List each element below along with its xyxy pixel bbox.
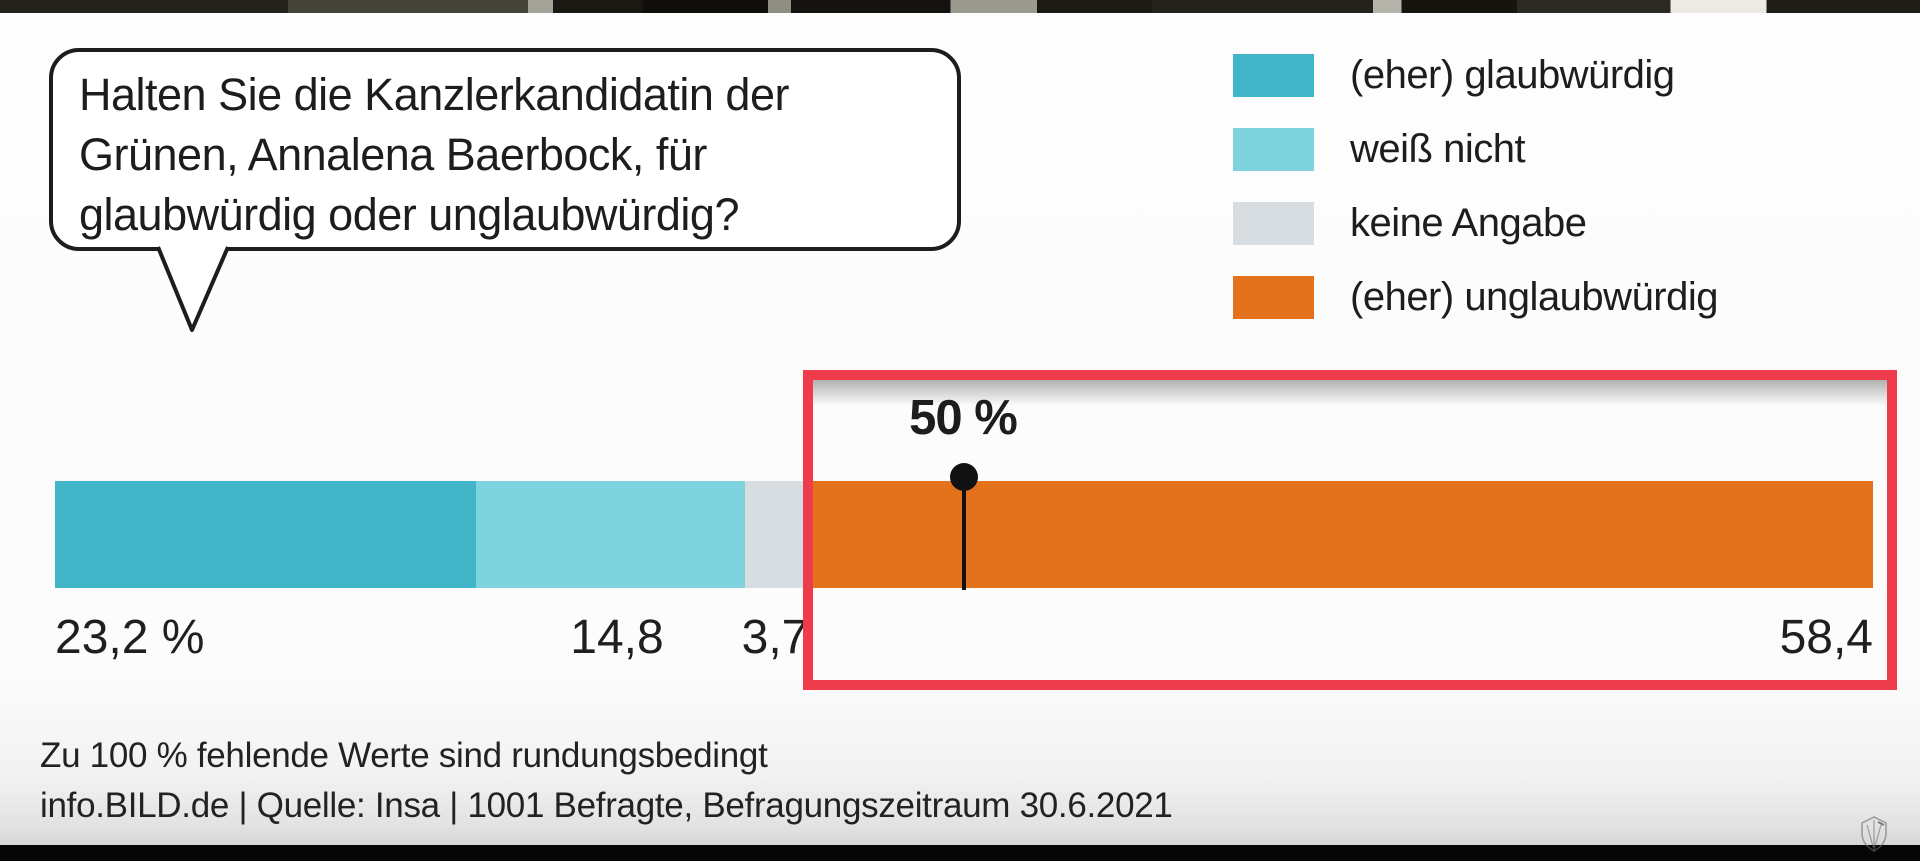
highlight-box xyxy=(803,370,1897,690)
fifty-percent-label: 50 % xyxy=(909,391,1018,445)
speech-bubble-tail-icon xyxy=(156,246,230,332)
legend-item-keine-angabe: keine Angabe xyxy=(1233,202,1718,245)
footer: Zu 100 % fehlende Werte sind rundungsbed… xyxy=(40,731,1173,831)
watermark-shield-icon xyxy=(1861,816,1887,852)
legend-item-eher-glaubwuerdig: (eher) glaubwürdig xyxy=(1233,54,1718,97)
marker-pin-stem xyxy=(962,477,966,590)
footnote-source: info.BILD.de | Quelle: Insa | 1001 Befra… xyxy=(40,786,1173,825)
legend-item-eher-unglaubwuerdig: (eher) unglaubwürdig xyxy=(1233,275,1719,319)
value-label-keine-angabe: 3,7 xyxy=(741,611,809,664)
value-label-eher-glaubwuerdig: 23,2 % xyxy=(55,611,205,664)
bar-segment-keine-angabe xyxy=(745,481,813,588)
legend-swatch-teal xyxy=(1233,54,1314,97)
footnote-rounding: Zu 100 % fehlende Werte sind rundungsbed… xyxy=(40,736,768,775)
video-edge-bottom xyxy=(0,845,1920,861)
question-line: Halten Sie die Kanzlerkandidatin der xyxy=(79,69,789,120)
legend-item-weiss-nicht: weiß nicht xyxy=(1233,128,1718,171)
legend-swatch-gray xyxy=(1233,202,1314,245)
bar-segment-eher-glaubwuerdig xyxy=(55,481,477,588)
legend-swatch-orange xyxy=(1233,276,1314,319)
question-line: glaubwürdig oder unglaubwürdig? xyxy=(79,189,739,240)
legend: (eher) glaubwürdig weiß nicht keine Anga… xyxy=(1233,54,1719,319)
question-line: Grünen, Annalena Baerbock, für xyxy=(79,129,707,180)
legend-label: weiß nicht xyxy=(1350,127,1526,171)
question-bubble: Halten Sie die Kanzlerkandidatin der Grü… xyxy=(49,48,961,251)
bar-segment-eher-unglaubwuerdig xyxy=(812,481,1874,588)
highlight-box-inner-shadow xyxy=(813,380,1887,406)
stacked-bar xyxy=(55,481,1874,588)
legend-label: (eher) unglaubwürdig xyxy=(1350,275,1719,319)
value-label-weiss-nicht: 14,8 xyxy=(570,611,664,664)
bar-segment-weiss-nicht xyxy=(476,481,746,588)
video-edge-top xyxy=(0,0,1920,13)
marker-pin-icon xyxy=(950,463,978,491)
legend-swatch-light-teal xyxy=(1233,128,1314,171)
value-label-eher-unglaubwuerdig: 58,4 xyxy=(1779,611,1873,664)
legend-label: (eher) glaubwürdig xyxy=(1350,53,1675,97)
legend-label: keine Angabe xyxy=(1350,201,1587,245)
